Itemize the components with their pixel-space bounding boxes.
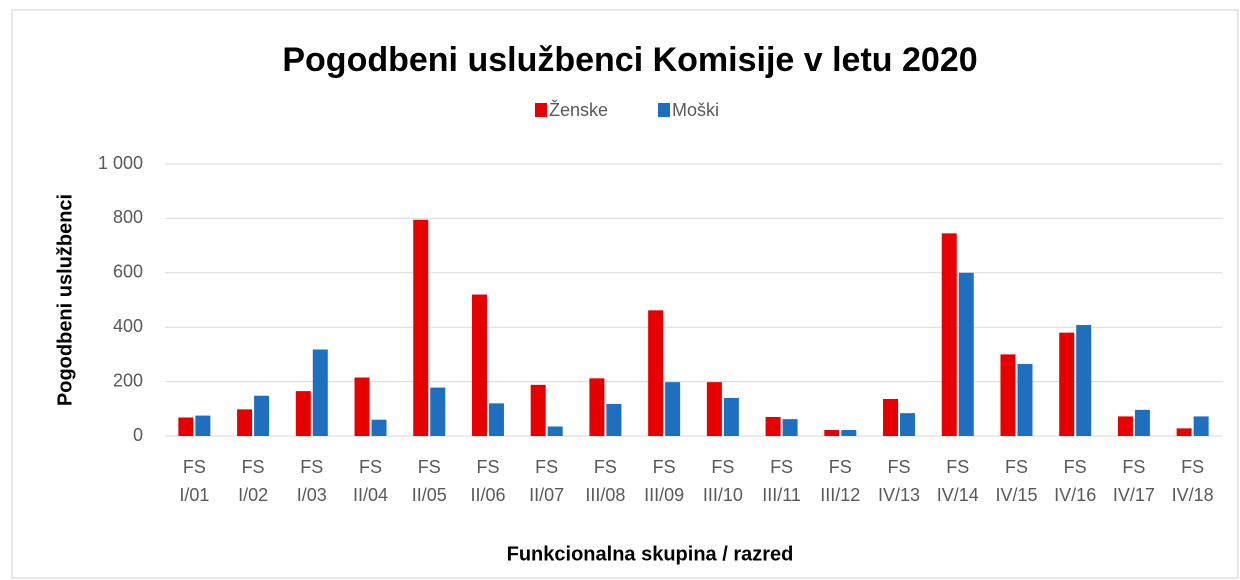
bar [488, 403, 504, 436]
bar [547, 426, 563, 436]
bar [178, 417, 194, 436]
bar [1059, 332, 1075, 436]
x-tick-label: FS IV/13 [878, 457, 920, 505]
x-tick-label: FS II/05 [412, 457, 447, 505]
bar [1134, 409, 1150, 436]
bar [606, 403, 622, 436]
y-tick-label: 1 000 [98, 153, 143, 173]
y-tick-label: 800 [113, 207, 143, 227]
bar [195, 415, 211, 436]
x-tick-label: FS I/03 [297, 457, 327, 505]
bar [648, 310, 664, 436]
bar [254, 395, 270, 436]
bar [354, 377, 370, 436]
bar [413, 219, 429, 436]
bar [589, 378, 605, 436]
bar [958, 272, 974, 436]
x-tick-label: FS II/06 [470, 457, 505, 505]
legend-swatch [535, 103, 547, 117]
bar [941, 233, 957, 436]
bar [312, 349, 328, 436]
bar [371, 419, 387, 436]
bar [765, 416, 781, 436]
bar [471, 294, 487, 436]
bar [530, 384, 546, 436]
bar [1176, 428, 1192, 436]
x-tick-label: FS III/12 [820, 457, 860, 505]
bar [295, 391, 311, 436]
bar [824, 430, 840, 436]
x-tick-label: FS III/11 [762, 457, 801, 505]
x-tick-label: FS III/09 [644, 457, 684, 505]
legend-label: Ženske [549, 100, 608, 120]
x-tick-label: FS IV/16 [1054, 457, 1096, 505]
bar [430, 387, 446, 436]
x-tick-label: FS IV/15 [995, 457, 1037, 505]
chart-title: Pogodbeni uslužbenci Komisije v letu 202… [282, 41, 977, 79]
x-tick-label: FS IV/14 [937, 457, 979, 505]
bar [1193, 416, 1209, 436]
x-tick-label: FS II/07 [529, 457, 564, 505]
y-tick-label: 400 [113, 316, 143, 336]
bar [665, 382, 681, 436]
y-axis-title: Pogodbeni uslužbenci [54, 194, 76, 406]
bar [706, 382, 722, 436]
bar [1117, 416, 1133, 436]
bar [1076, 325, 1092, 436]
chart-frame [11, 9, 1239, 579]
bar [883, 399, 899, 436]
y-tick-label: 600 [113, 262, 143, 282]
x-tick-label: FS III/10 [703, 457, 743, 505]
bar [1000, 354, 1016, 436]
y-tick-label: 200 [113, 370, 143, 390]
bar [841, 430, 857, 436]
bar [237, 409, 253, 436]
x-axis-title: Funkcionalna skupina / razred [507, 543, 794, 565]
bar [1017, 363, 1033, 436]
y-tick-label: 0 [133, 425, 143, 445]
x-tick-label: FS I/02 [238, 457, 268, 505]
bar [900, 413, 916, 436]
x-tick-label: FS IV/17 [1113, 457, 1155, 505]
x-tick-label: FS IV/18 [1172, 457, 1214, 505]
legend-swatch [658, 103, 670, 117]
bar [723, 397, 739, 436]
x-tick-label: FS I/01 [179, 457, 209, 505]
x-tick-label: FS III/08 [585, 457, 625, 505]
legend-label: Moški [672, 100, 719, 120]
x-tick-label: FS II/04 [353, 457, 388, 505]
bar [782, 419, 798, 436]
